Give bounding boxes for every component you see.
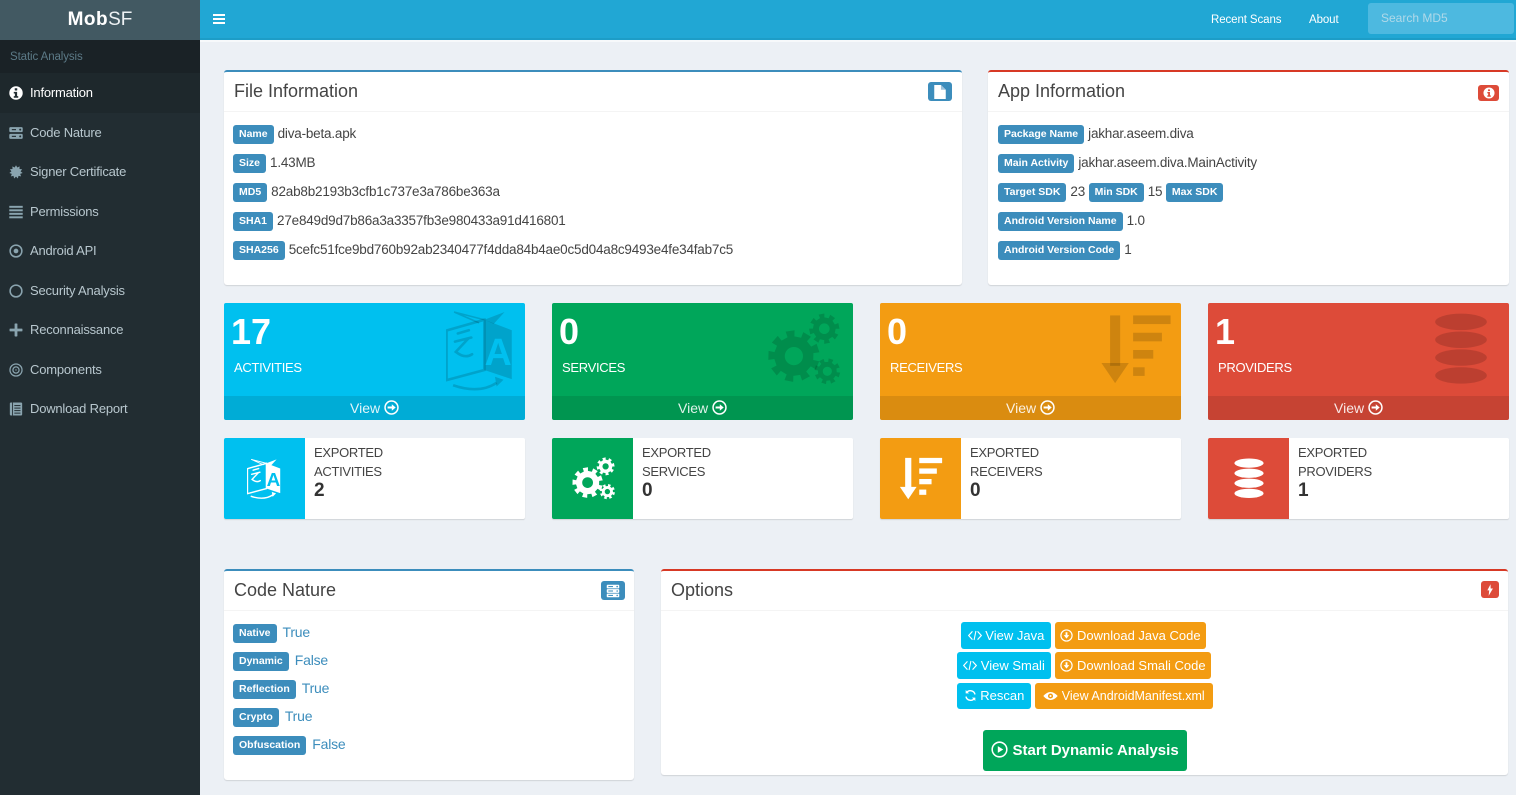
- svg-text:A: A: [266, 468, 280, 489]
- svg-text:A: A: [485, 331, 512, 373]
